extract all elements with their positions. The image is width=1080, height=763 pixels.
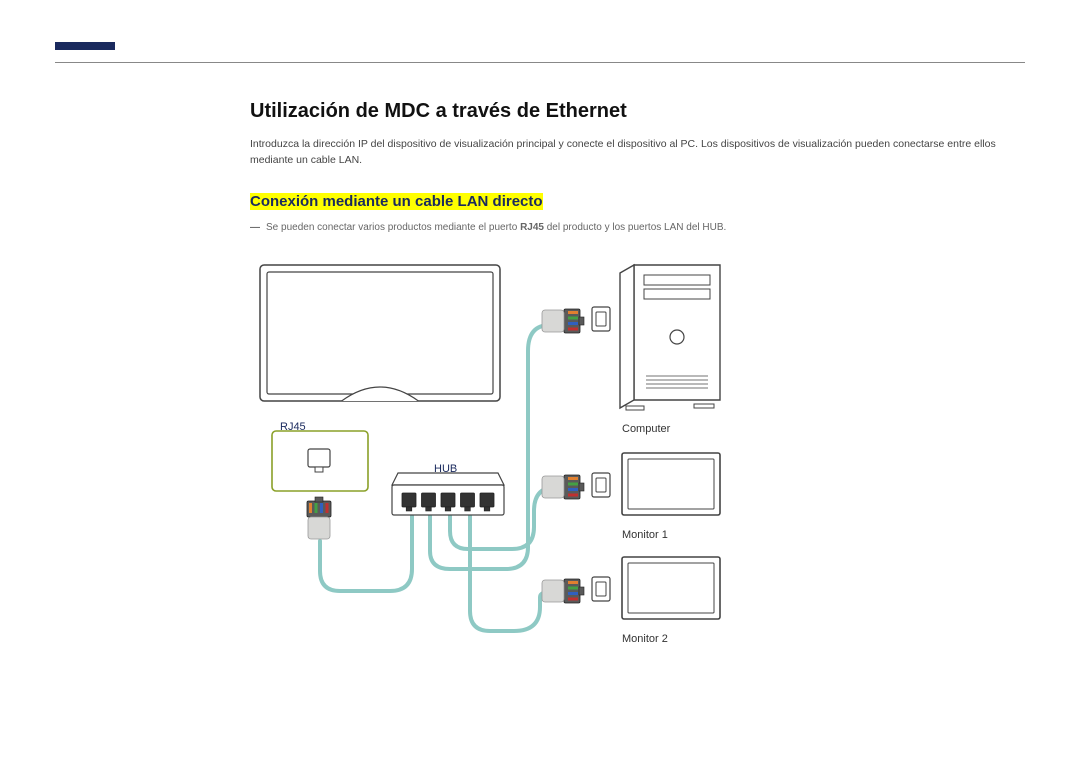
note-text: Se pueden conectar varios productos medi… [266,222,726,233]
label-computer: Computer [622,423,670,435]
page-content: Utilización de MDC a través de Ethernet … [250,100,1020,651]
note-bold: RJ45 [520,222,544,233]
label-monitor1: Monitor 1 [622,529,668,541]
heading-main: Utilización de MDC a través de Ethernet [250,100,1020,123]
note-pre: Se pueden conectar varios productos medi… [266,222,520,233]
accent-bar [55,42,115,50]
diagram-svg [250,251,1030,651]
intro-paragraph: Introduzca la dirección IP del dispositi… [250,137,1020,169]
note-dash: ― [250,222,260,233]
heading-sub: Conexión mediante un cable LAN directo [250,193,543,210]
connection-diagram: RJ45 HUB Computer Monitor 1 Monitor 2 [250,251,1030,651]
label-hub: HUB [434,463,457,475]
note-row: ― Se pueden conectar varios productos me… [250,222,1020,233]
heading-sub-wrapper: Conexión mediante un cable LAN directo [250,193,1020,222]
label-rj45: RJ45 [280,421,306,433]
label-monitor2: Monitor 2 [622,633,668,645]
note-post: del producto y los puertos LAN del HUB. [544,222,726,233]
top-divider [55,62,1025,63]
